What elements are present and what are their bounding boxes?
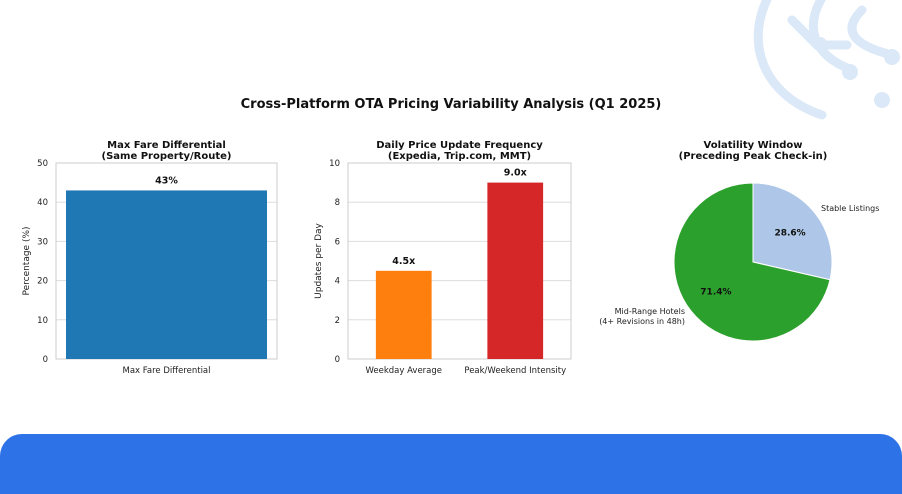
- y-tick-label: 10: [329, 159, 340, 169]
- y-tick-label: 10: [37, 316, 48, 326]
- y-tick-label: 30: [37, 237, 48, 247]
- x-tick-label: Max Fare Differential: [122, 366, 210, 376]
- bar-value-label: 43%: [155, 175, 178, 186]
- chart-title: Volatility Window: [704, 140, 803, 151]
- pie-slice-label: Stable Listings: [821, 204, 879, 213]
- page-title: Cross-Platform OTA Pricing Variability A…: [240, 97, 662, 112]
- y-axis-label: Updates per Day: [314, 222, 324, 298]
- y-tick-label: 40: [37, 198, 48, 208]
- x-tick-label: Weekday Average: [365, 366, 442, 376]
- bar-value-label: 4.5x: [392, 256, 415, 267]
- y-axis-label: Percentage (%): [22, 226, 32, 295]
- y-tick-label: 20: [37, 277, 48, 287]
- bar: [375, 270, 432, 359]
- bar-chart-2: 0 2 4 6 8 10 Updates per Day 4.5x Weekday Averag…: [314, 159, 572, 376]
- bar-chart-1: 0 10 20 30 40 50 Percentage (%) 43% Max Fare Dif…: [22, 159, 278, 376]
- chart-title: (Same Property/Route): [102, 151, 232, 162]
- y-tick-label: 2: [335, 316, 340, 326]
- pie-slice-label: (4+ Revisions in 48h): [599, 317, 685, 326]
- y-tick-label: 6: [335, 237, 340, 247]
- footer-bar: [0, 434, 902, 494]
- chart-title: Max Fare Differential: [107, 140, 226, 151]
- chart-title: (Preceding Peak Check-in): [679, 151, 828, 162]
- x-tick-label: Peak/Weekend Intensity: [464, 366, 566, 376]
- pie-slice-label: Mid-Range Hotels: [615, 307, 685, 316]
- y-tick-label: 0: [43, 355, 48, 365]
- plot-frame: [347, 162, 572, 360]
- chart-title: Daily Price Update Frequency: [376, 140, 543, 151]
- y-tick-label: 50: [37, 159, 48, 169]
- y-tick-label: 4: [335, 277, 340, 287]
- bar: [487, 182, 544, 359]
- pie-chart: 28.6% Stable Listings 71.4% Mid-Range Hotel…: [599, 182, 879, 342]
- bar-value-label: 9.0x: [504, 168, 527, 179]
- chart-title: (Expedia, Trip.com, MMT): [388, 151, 531, 162]
- pie-slice: [673, 182, 831, 342]
- pie-pct-label: 71.4%: [700, 288, 731, 298]
- y-tick-label: 0: [335, 355, 340, 365]
- pie-pct-label: 28.6%: [774, 228, 805, 238]
- decorative-circuit-globe: [753, 0, 900, 120]
- pie-slice: [752, 182, 833, 281]
- bar: [66, 190, 267, 359]
- y-tick-label: 8: [335, 198, 340, 208]
